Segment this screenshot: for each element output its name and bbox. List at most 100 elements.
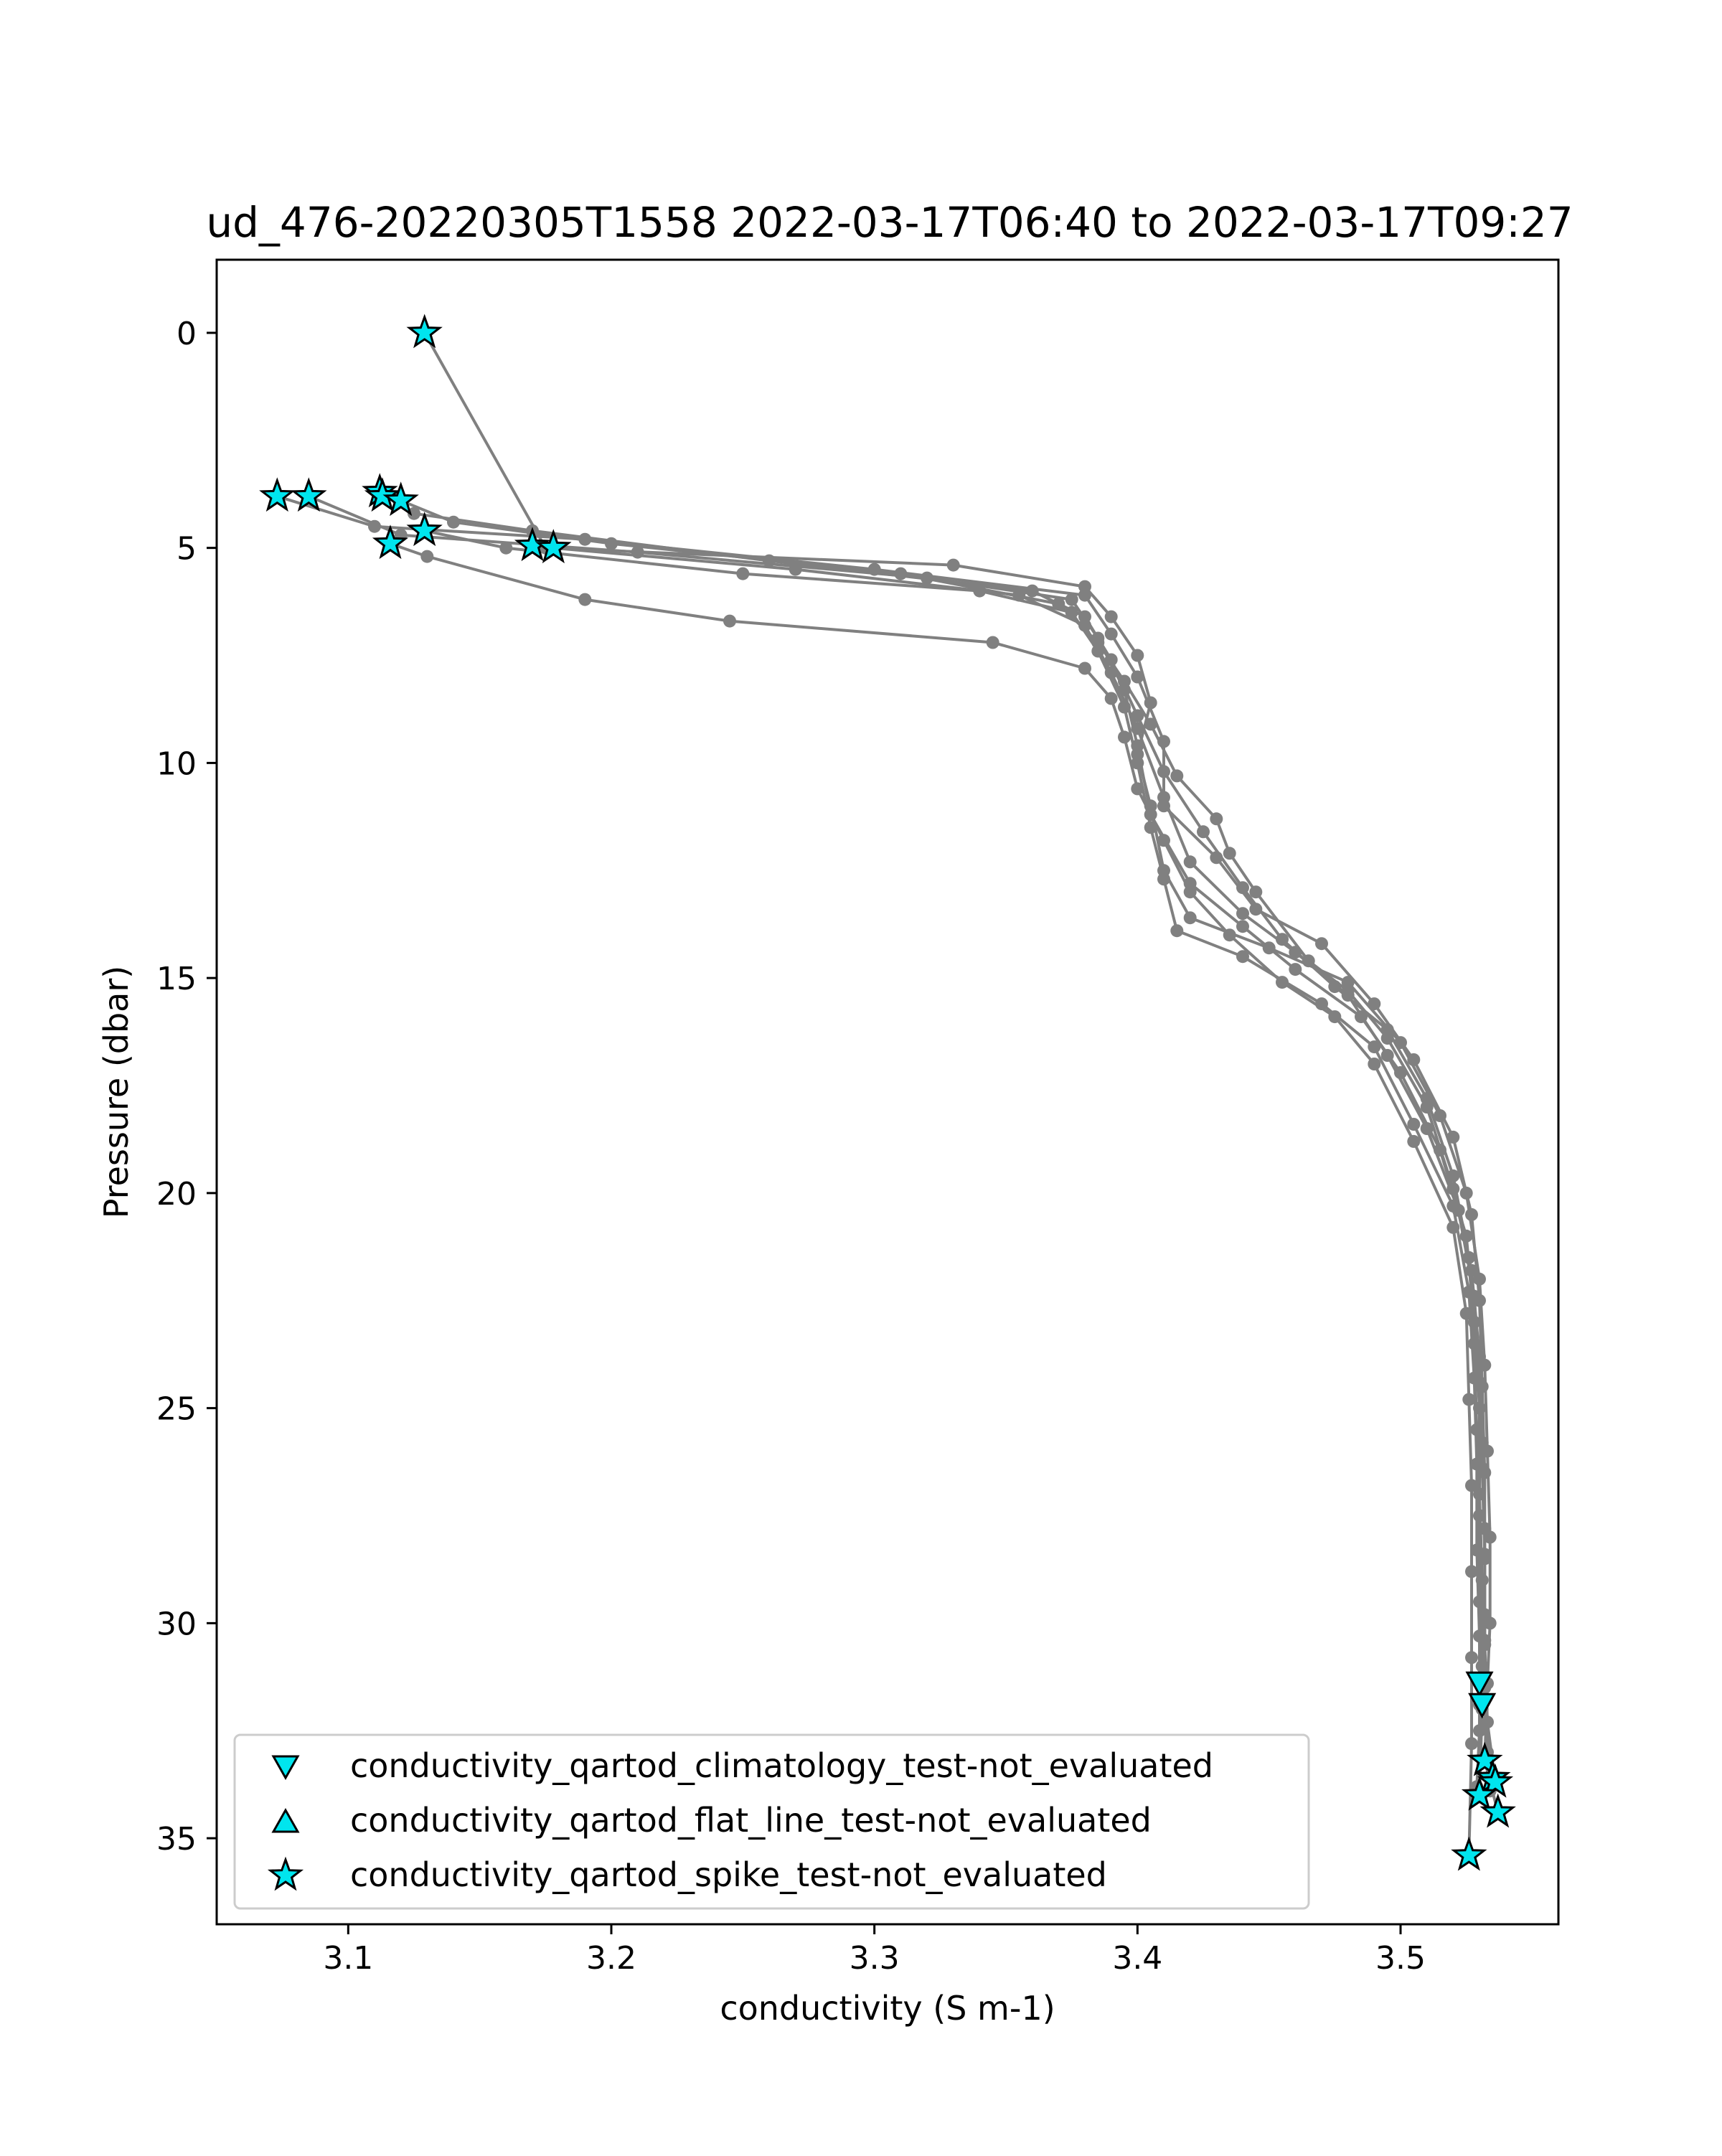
y-tick-label: 35 (156, 1821, 197, 1858)
profile-point (986, 636, 999, 649)
profile-point (1104, 692, 1118, 705)
profile-point (1446, 1220, 1460, 1234)
profile-point (1420, 1122, 1434, 1135)
profile-point (1078, 618, 1091, 632)
profile-point (1368, 1040, 1381, 1054)
profile-point (605, 537, 618, 550)
y-axis-ticks: 0 5 10 15 20 25 30 35 (156, 316, 217, 1858)
profile-point (1368, 997, 1381, 1011)
profile-7 (384, 537, 1478, 1863)
profile-point (1368, 1058, 1381, 1070)
profile-point (1478, 1548, 1492, 1561)
profile-point (1481, 1715, 1494, 1729)
profile-point (1475, 1461, 1489, 1475)
profile-point (736, 567, 750, 580)
profile-point (1104, 627, 1118, 641)
profile-4 (373, 485, 1486, 1712)
profile-point (1183, 855, 1197, 869)
profile-point (1420, 1101, 1434, 1114)
profile-point (1478, 1634, 1492, 1647)
profile-point (1236, 950, 1249, 964)
profile-3 (302, 489, 1500, 1785)
profile-point (1183, 885, 1197, 899)
profile-line (400, 499, 1492, 1792)
profile-line (423, 331, 1500, 1813)
y-tick-label: 5 (177, 531, 197, 568)
profile-line (390, 542, 1473, 1856)
profile-point (1065, 593, 1078, 606)
profile-2 (270, 489, 1492, 1802)
profile-point (1465, 1208, 1478, 1221)
profile-point (1052, 597, 1065, 611)
profile-point (1315, 937, 1328, 951)
profile-point (1289, 946, 1302, 959)
profile-point (1236, 907, 1249, 921)
profile-line (379, 491, 1481, 1705)
profile-point (1118, 730, 1131, 744)
profile-point (1157, 791, 1170, 804)
legend-label-climatology: conductivity_qartod_climatology_test-not… (350, 1746, 1213, 1785)
profile-point (1465, 1737, 1478, 1751)
star-flag-marker (1479, 1793, 1516, 1828)
profile-point (1407, 1134, 1421, 1148)
x-axis-label: conductivity (S m-1) (720, 1989, 1055, 2028)
triangle-down-flag-marker (1465, 1671, 1494, 1698)
star-flag-marker (1461, 1776, 1498, 1811)
profile-point (1157, 834, 1170, 847)
y-tick-label: 10 (156, 745, 197, 782)
star-flag-marker (514, 527, 551, 562)
profile-point (1144, 717, 1157, 731)
profile-8 (547, 541, 1502, 1789)
profile-point (1380, 1032, 1394, 1045)
profile-point (789, 562, 802, 576)
legend: conductivity_qartod_climatology_test-not… (233, 1733, 1310, 1910)
profile-point (420, 550, 434, 563)
x-axis-ticks: 3.1 3.2 3.3 3.4 3.5 (323, 1924, 1426, 1977)
profile-point (1131, 722, 1144, 735)
profile-point (1473, 1350, 1486, 1363)
profile-point (1465, 1651, 1478, 1665)
star-flag-marker (1451, 1836, 1487, 1871)
profile-point (723, 614, 736, 628)
profile-point (1104, 666, 1118, 679)
plot-area-frame (215, 258, 1560, 1926)
x-tick-label: 3.5 (1375, 1940, 1426, 1977)
legend-entry-spike: conductivity_qartod_spike_test-not_evalu… (267, 1855, 1107, 1894)
profile-point (1223, 928, 1236, 942)
y-axis-label: Pressure (dbar) (97, 966, 136, 1218)
profile-point (1473, 1724, 1486, 1738)
profile-point (1407, 1053, 1421, 1066)
profile-point (1223, 847, 1236, 860)
legend-entry-climatology: conductivity_qartod_climatology_test-not… (271, 1746, 1213, 1785)
profile-point (408, 507, 420, 520)
flag-markers-layer (259, 314, 1516, 1871)
x-tick-label: 3.2 (586, 1940, 636, 1977)
star-flag-marker (535, 529, 572, 564)
y-tick-label: 0 (177, 316, 197, 352)
profile-point (1170, 924, 1184, 938)
profile-point (1131, 756, 1144, 770)
profile-point (1452, 1203, 1465, 1217)
profile-point (1131, 649, 1144, 662)
star-flag-marker (406, 512, 443, 547)
legend-label-flat-line: conductivity_qartod_flat_line_test-not_e… (350, 1801, 1152, 1840)
profile-point (1131, 782, 1144, 796)
star-flag-marker (1477, 1763, 1514, 1798)
y-tick-label: 25 (156, 1391, 197, 1428)
profile-point (447, 515, 460, 529)
profile-5 (394, 494, 1497, 1798)
profile-point (1446, 1130, 1460, 1144)
profile-point (499, 541, 513, 555)
profile-point (1380, 1049, 1394, 1062)
profile-point (1197, 825, 1210, 839)
profile-point (1157, 765, 1170, 778)
profile-point (1144, 821, 1157, 834)
profile-point (946, 558, 960, 572)
profile-point (1118, 674, 1131, 688)
profile-point (578, 593, 592, 606)
legend-triangle-down-marker (271, 1755, 300, 1781)
profile-point (1012, 588, 1026, 602)
legend-frame (233, 1733, 1310, 1910)
profile-line (553, 546, 1497, 1783)
